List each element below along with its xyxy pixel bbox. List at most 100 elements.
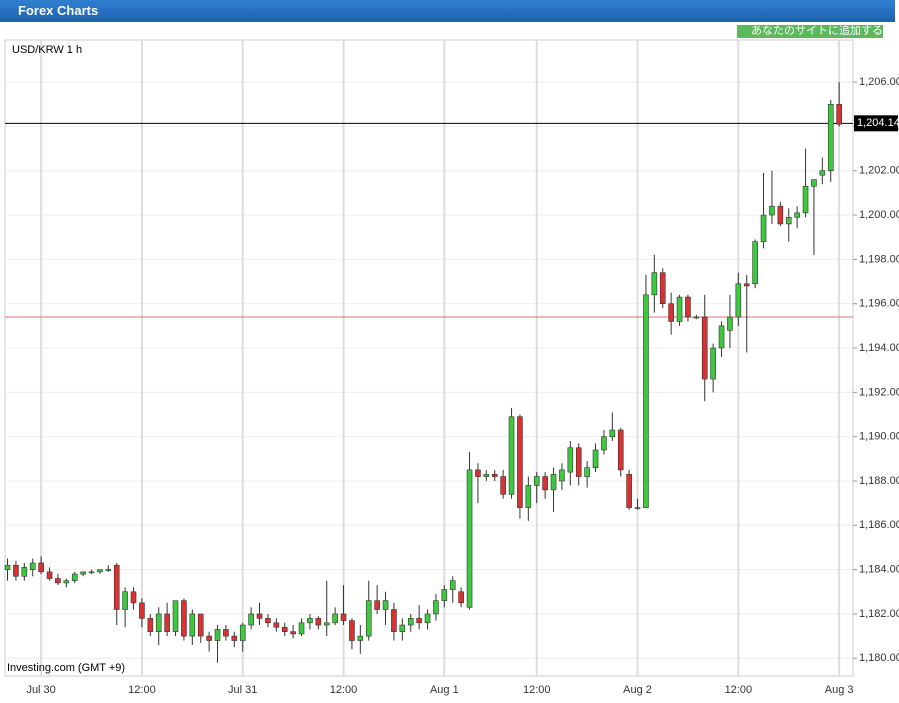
candle-body (693, 316, 700, 319)
candle-body (223, 629, 229, 637)
candle-body (659, 272, 666, 305)
candle-body (617, 429, 624, 471)
x-tick-label: Aug 2 (623, 684, 652, 696)
candle-body (743, 283, 750, 287)
candle-body (777, 205, 784, 225)
x-tick-label: Jul 30 (26, 684, 55, 696)
x-tick-label: 12:00 (128, 684, 156, 696)
candle-body (71, 573, 78, 582)
candle-body (46, 571, 53, 579)
candle-body (323, 622, 330, 626)
candle-body (122, 591, 128, 610)
y-tick-label: 1,188.00 (859, 475, 899, 487)
candle-body (819, 170, 826, 176)
candle-body (189, 613, 196, 637)
candle-body (760, 214, 767, 242)
candle-body (105, 569, 112, 571)
candle-body (214, 629, 221, 641)
candle-body (139, 602, 145, 619)
y-tick-label: 1,180.00 (859, 652, 899, 664)
price-label-box (854, 115, 898, 132)
candle-body (769, 205, 775, 216)
candle-body (88, 571, 95, 574)
candle-body (525, 485, 532, 508)
candle-body (147, 618, 154, 632)
candle-body (785, 216, 792, 225)
chart-title: USD/KRW 1 h (12, 44, 82, 56)
candle-body (651, 272, 658, 296)
candle-body (248, 613, 254, 626)
candle-body (4, 564, 11, 570)
candle-body (290, 631, 296, 635)
candle-body (239, 624, 246, 641)
candle-body (340, 613, 347, 621)
candle-body (601, 436, 607, 451)
candle-body (794, 212, 800, 218)
candle-body (500, 476, 506, 495)
candle-body (197, 613, 204, 637)
y-tick-label: 1,200.00 (859, 209, 899, 221)
candle-body (710, 347, 716, 380)
candle-body (391, 609, 397, 632)
candle-body (206, 635, 212, 641)
x-tick-label: Jul 31 (228, 684, 257, 696)
candle-body (517, 416, 523, 508)
candle-body (592, 449, 599, 468)
candle-body (38, 562, 44, 573)
y-tick-label: 1,192.00 (859, 386, 899, 398)
candle-body (315, 618, 322, 626)
candle-body (836, 103, 842, 125)
candle-body (634, 507, 641, 509)
y-tick-label: 1,186.00 (859, 519, 899, 531)
y-tick-label: 1,190.00 (859, 431, 899, 443)
candle-body (382, 600, 389, 610)
candle-body (172, 600, 179, 632)
candle-body (424, 613, 431, 624)
candle-body (458, 591, 464, 604)
candle-body (349, 620, 355, 641)
watermark: Investing.com (GMT +9) (7, 662, 125, 674)
candle-body (13, 564, 19, 577)
candle-body (483, 474, 490, 477)
x-tick-label: 12:00 (330, 684, 358, 696)
candle-body (827, 103, 834, 172)
candle-body (281, 626, 288, 632)
y-tick-label: 1,202.00 (859, 165, 899, 177)
header-title: Forex Charts (18, 3, 99, 18)
candle-body (374, 600, 380, 610)
candle-body (508, 416, 515, 495)
candle-body (130, 591, 137, 604)
header-bar: Forex Charts (0, 0, 895, 22)
candle-body (466, 469, 473, 608)
candle-body (357, 635, 364, 641)
x-tick-label: 12:00 (725, 684, 753, 696)
y-tick-label: 1,182.00 (859, 608, 899, 620)
candle-body (626, 474, 632, 508)
candle-body (701, 316, 708, 380)
candle-body (567, 447, 574, 473)
candle-body (164, 613, 170, 632)
candle-body (685, 296, 691, 318)
x-tick-label: Aug 1 (430, 684, 459, 696)
add-button[interactable]: あなたのサイトに追加する (737, 25, 883, 38)
candle-body (265, 618, 271, 624)
candle-body (416, 618, 422, 624)
candle-body (399, 624, 406, 632)
plot-frame (4, 39, 854, 677)
candle-body (550, 474, 557, 491)
candle-body (298, 622, 305, 635)
candle-body (575, 447, 582, 477)
candle-body (433, 600, 439, 615)
candle-body (441, 589, 448, 601)
candle-body (559, 469, 565, 482)
candle-body (735, 283, 742, 318)
candle-body (718, 325, 725, 349)
candle-body (155, 613, 162, 632)
y-tick-label: 1,198.00 (859, 253, 899, 265)
candle-body (752, 241, 758, 285)
candle-body (63, 580, 70, 584)
y-tick-label: 1,184.00 (859, 564, 899, 576)
candle-body (80, 571, 86, 575)
candle-body (802, 185, 809, 214)
